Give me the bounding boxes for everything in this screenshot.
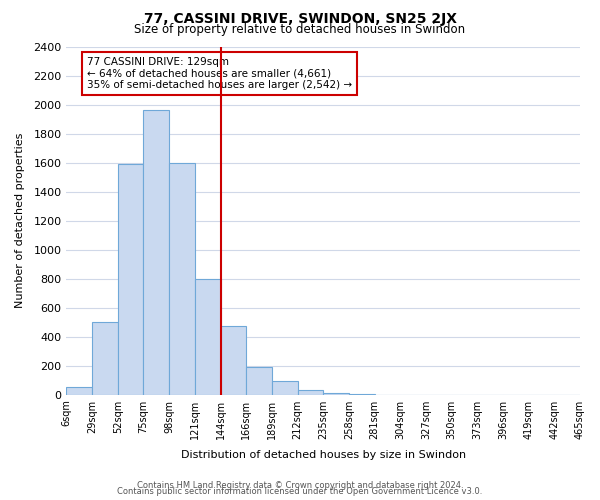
Bar [246, 367, 272, 394]
Bar [143, 110, 169, 395]
Bar [195, 278, 221, 394]
Text: Contains HM Land Registry data © Crown copyright and database right 2024.: Contains HM Land Registry data © Crown c… [137, 481, 463, 490]
Text: 77 CASSINI DRIVE: 129sqm
← 64% of detached houses are smaller (4,661)
35% of sem: 77 CASSINI DRIVE: 129sqm ← 64% of detach… [87, 57, 352, 90]
Bar [118, 164, 143, 394]
Bar [92, 322, 118, 394]
Bar [298, 390, 323, 394]
Text: Contains public sector information licensed under the Open Government Licence v3: Contains public sector information licen… [118, 487, 482, 496]
Bar [221, 326, 246, 394]
Text: Size of property relative to detached houses in Swindon: Size of property relative to detached ho… [134, 22, 466, 36]
Bar [67, 386, 92, 394]
Bar [169, 162, 195, 394]
X-axis label: Distribution of detached houses by size in Swindon: Distribution of detached houses by size … [181, 450, 466, 460]
Y-axis label: Number of detached properties: Number of detached properties [15, 133, 25, 308]
Text: 77, CASSINI DRIVE, SWINDON, SN25 2JX: 77, CASSINI DRIVE, SWINDON, SN25 2JX [143, 12, 457, 26]
Bar [272, 381, 298, 394]
Bar [323, 393, 349, 394]
